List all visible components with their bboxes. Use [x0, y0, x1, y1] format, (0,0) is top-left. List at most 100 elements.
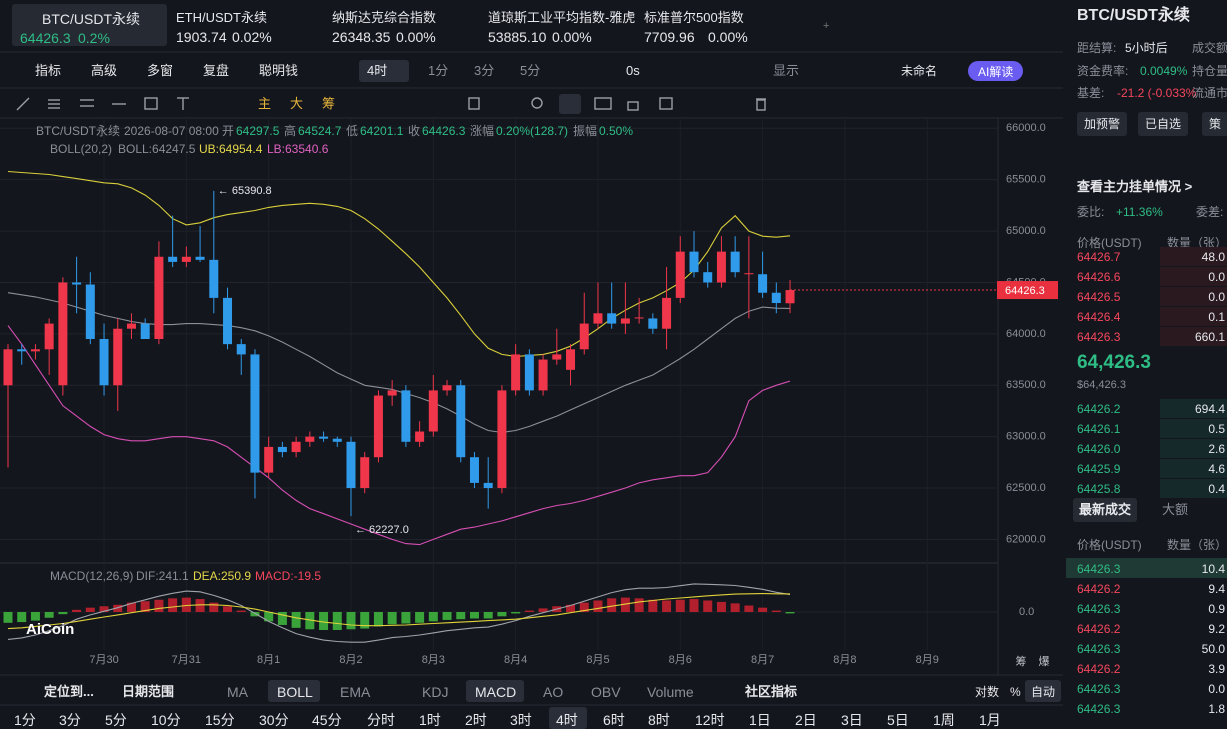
candle-body [662, 297, 672, 329]
timeframe[interactable]: 1分 [14, 712, 36, 728]
tab-price: 53885.10 [488, 29, 547, 45]
community-indicators[interactable]: 社区指标 [745, 684, 798, 699]
ratio-label: 委比: [1077, 205, 1105, 219]
candle-body [689, 251, 699, 273]
timeframe[interactable]: 4时 [556, 712, 578, 728]
indicator-toggle[interactable]: MACD [475, 684, 517, 700]
candle-body [346, 441, 356, 489]
timeframe[interactable]: 8时 [648, 712, 670, 728]
tab-name[interactable]: 道琼斯工业平均指数-雅虎 [488, 10, 636, 25]
toolbar-item[interactable]: 聪明钱 [259, 63, 299, 78]
interval-option[interactable]: 3分 [474, 63, 495, 78]
timeframe[interactable]: 1日 [749, 712, 771, 728]
funding-value: 0.0049% [1140, 64, 1188, 78]
display-toggle[interactable]: 显示 [773, 63, 800, 78]
indicator-toggle[interactable]: KDJ [422, 684, 449, 700]
candle-body [140, 323, 150, 339]
x-tick-label: 8月6 [669, 654, 692, 666]
add-tab-icon[interactable]: + [823, 20, 829, 32]
interval-option[interactable]: 5分 [520, 63, 541, 78]
bid-price: 64425.8 [1077, 482, 1121, 496]
orders-link[interactable]: 查看主力挂单情况 > [1077, 179, 1193, 194]
toolbar-item[interactable]: 指标 [35, 63, 62, 78]
boll-upper-label: UB:64954.4 [199, 142, 263, 156]
timeframe[interactable]: 2日 [795, 712, 817, 728]
indicator-selected-bg [268, 680, 320, 702]
y-tick-label: 66000.0 [1006, 122, 1046, 134]
toolbar-item[interactable]: 高级 [91, 63, 118, 78]
candle-body [168, 256, 178, 262]
scale-option[interactable]: 自动 [1031, 685, 1056, 699]
timeframe[interactable]: 5日 [887, 712, 909, 728]
candle-body [579, 323, 589, 350]
timeframe[interactable]: 1月 [979, 712, 1001, 728]
x-tick-label: 8月8 [833, 654, 856, 666]
trade-price: 64426.3 [1077, 642, 1121, 656]
indicator-toggle[interactable]: Volume [647, 684, 694, 700]
tab-name[interactable]: ETH/USDT永续 [176, 10, 268, 25]
drawing-tool[interactable]: 主 [258, 96, 272, 111]
boll-mid-label: BOLL:64247.5 [118, 142, 196, 156]
indicator-toggle[interactable]: OBV [591, 684, 621, 700]
timeframe[interactable]: 30分 [259, 712, 289, 728]
macd-bar [360, 612, 370, 629]
timeframe[interactable]: 15分 [205, 712, 235, 728]
scale-option[interactable]: % [1010, 685, 1021, 699]
timeframe[interactable]: 6时 [603, 712, 625, 728]
indicator-toggle[interactable]: AO [543, 684, 564, 700]
tab-name[interactable]: 标准普尔500指数 [644, 10, 744, 25]
macd-bar [771, 610, 781, 612]
panel-button[interactable]: 加预警 [1077, 112, 1128, 136]
timeframe[interactable]: 5分 [105, 712, 127, 728]
toolbar-item[interactable]: 多窗 [147, 63, 174, 78]
date-range[interactable]: 日期范围 [122, 684, 175, 699]
panel-button[interactable]: 策 [1202, 112, 1227, 136]
timeframe[interactable]: 3时 [510, 712, 532, 728]
layout-name[interactable]: 未命名 [901, 64, 938, 78]
macd-bar [442, 612, 452, 620]
macd-bar [579, 602, 589, 612]
chart: + 62000.0 62500.0 63000.0 63500.0 64000.0 645… [0, 4, 1063, 729]
indicator-toggle[interactable]: BOLL [277, 684, 313, 700]
macd-bar [758, 607, 768, 612]
toolbar-item[interactable]: 复盘 [203, 63, 230, 78]
drawing-tool[interactable]: 大 [290, 96, 304, 111]
timeframe[interactable]: 1时 [419, 712, 441, 728]
candle-body [401, 390, 411, 442]
locate-button[interactable]: 定位到... [44, 684, 94, 699]
timeframe[interactable]: 分时 [367, 712, 395, 728]
interval-option[interactable]: 1分 [428, 63, 449, 78]
timeframe[interactable]: 2时 [465, 712, 487, 728]
tab-name[interactable]: 纳斯达克综合指数 [332, 10, 437, 25]
timeframe[interactable]: 3分 [59, 712, 81, 728]
macd-bar [85, 607, 95, 612]
legend-value: 64297.5 [236, 124, 280, 138]
ratio-value: +11.36% [1116, 205, 1163, 219]
timeframe[interactable]: 10分 [151, 712, 181, 728]
trades-tab[interactable]: 大额 [1162, 502, 1189, 517]
timeframe[interactable]: 45分 [312, 712, 342, 728]
trades-tab[interactable]: 最新成交 [1073, 498, 1138, 522]
tab-price: 7709.96 [644, 29, 695, 45]
timeframe[interactable]: 12时 [695, 712, 725, 728]
timeframe[interactable]: 3日 [841, 712, 863, 728]
drawing-tool[interactable]: 筹 [322, 96, 336, 111]
scale-option[interactable]: 对数 [975, 685, 1000, 699]
candle-body [648, 318, 658, 329]
indicator-toggle[interactable]: MA [227, 684, 248, 700]
macd-bar [250, 612, 260, 617]
panel-button[interactable]: 已自选 [1138, 112, 1189, 136]
ai-button[interactable]: AI解读 [978, 65, 1014, 79]
ai-button-bg[interactable] [968, 61, 1023, 81]
ask-price: 64426.5 [1077, 290, 1121, 304]
drawing-tool-icons[interactable] [16, 97, 766, 111]
tab-name[interactable]: BTC/USDT永续 [42, 11, 140, 27]
trade-qty: 3.9 [1208, 662, 1225, 676]
indicator-toggle[interactable]: EMA [340, 684, 371, 700]
interval-select[interactable]: 4时 [367, 63, 388, 78]
candle-body [716, 251, 726, 283]
timeframe[interactable]: 1周 [933, 712, 955, 728]
bid-qty: 0.5 [1208, 422, 1225, 436]
bid-price: 64426.2 [1077, 402, 1121, 416]
tab-change: 0.00% [552, 29, 592, 45]
